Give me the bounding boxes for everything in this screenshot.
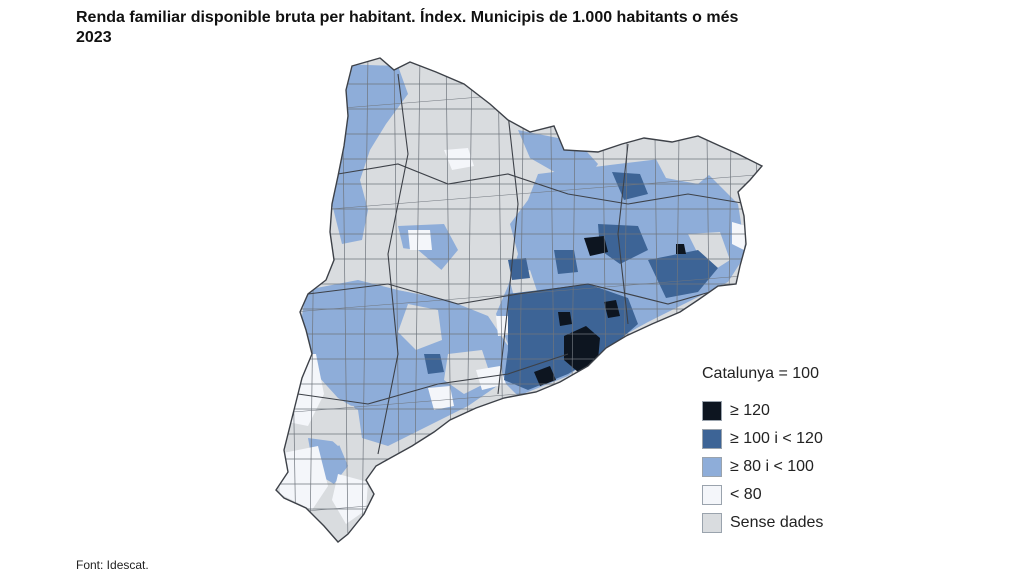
legend-item-120-plus: ≥ 120 (702, 397, 823, 425)
legend-label: ≥ 80 i < 100 (730, 458, 814, 475)
legend-swatch (702, 457, 722, 477)
legend-item-80-100: ≥ 80 i < 100 (702, 453, 823, 481)
map-svg (275, 57, 763, 543)
map-legend: Catalunya = 100 ≥ 120 ≥ 100 i < 120 ≥ 80… (702, 365, 823, 537)
legend-swatch (702, 401, 722, 421)
source-note: Font: Idescat. (76, 558, 149, 572)
legend-item-100-120: ≥ 100 i < 120 (702, 425, 823, 453)
legend-label: ≥ 120 (730, 402, 770, 419)
municipality-fills (276, 58, 762, 542)
title-main: Renda familiar disponible bruta per habi… (76, 9, 739, 26)
legend-label: Sense dades (730, 514, 824, 531)
legend-item-no-data: Sense dades (702, 509, 823, 537)
legend-label: ≥ 100 i < 120 (730, 430, 823, 447)
legend-label: < 80 (730, 486, 762, 503)
title-year: 2023 (76, 29, 112, 46)
chart-title: Renda familiar disponible bruta per habi… (76, 8, 956, 48)
legend-swatch (702, 485, 722, 505)
legend-swatch (702, 429, 722, 449)
fill-band-120-plus (534, 236, 686, 386)
legend-swatch (702, 513, 722, 533)
comarca-boundaries (297, 73, 749, 455)
legend-item-below-80: < 80 (702, 481, 823, 509)
catalonia-map (268, 54, 768, 546)
legend-title: Catalunya = 100 (702, 365, 819, 382)
